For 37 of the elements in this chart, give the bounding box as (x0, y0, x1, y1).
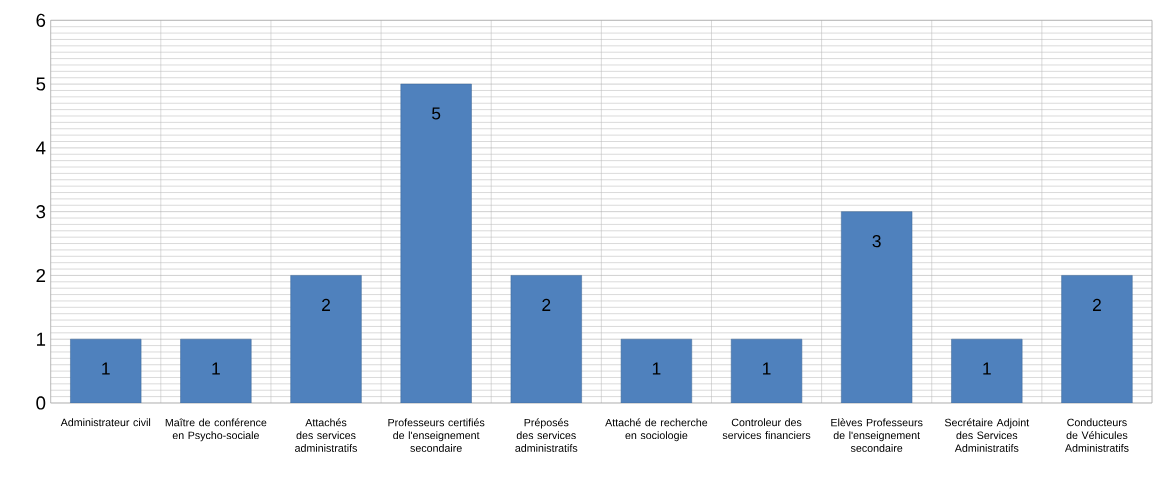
y-tick-label: 4 (36, 141, 46, 155)
data-label: 1 (212, 362, 220, 375)
data-label: 2 (1093, 298, 1101, 311)
data-label: 1 (102, 362, 110, 375)
bar (510, 275, 582, 403)
bar (180, 338, 252, 403)
y-tick-label: 3 (36, 205, 46, 219)
data-label: 5 (432, 107, 441, 120)
data-label: 1 (652, 362, 661, 375)
x-tick-label: Elèves Professeurs de l'enseignement secondaire (831, 418, 923, 452)
x-tick-label: Administrateur civil (60, 418, 151, 427)
x-tick-label: Attaché de recherche en sociologie (605, 418, 708, 442)
y-tick-label: 2 (36, 268, 46, 282)
bar (841, 211, 913, 403)
x-tick-label: Secrétaire Adjoint des Services Administratifs (944, 418, 1030, 452)
data-label: 1 (763, 362, 771, 375)
y-tick-label: 5 (36, 77, 46, 91)
data-label: 2 (322, 298, 330, 311)
x-tick-label: Controleur des services financiers (722, 418, 811, 439)
data-label: 2 (542, 298, 551, 311)
y-tick-label: 1 (37, 332, 46, 346)
y-tick-label: 6 (36, 13, 46, 27)
bar (400, 83, 472, 403)
bar (290, 275, 362, 403)
x-tick-label: Attachés des services administratifs (295, 418, 358, 452)
bar (1061, 275, 1133, 403)
x-tick-label: Professeurs certifiés de l'enseignement secondaire (388, 418, 485, 452)
x-tick-label: Préposés des services administratifs (515, 418, 578, 452)
bar (730, 338, 803, 403)
y-tick-label: 0 (36, 396, 46, 410)
bar (951, 338, 1023, 403)
bar (620, 338, 693, 403)
bar (70, 338, 142, 403)
x-tick-label: Conducteurs de Véhicules Administratifs (1064, 418, 1129, 452)
x-tick-label: Maître de conférence en Psycho-sociale (165, 418, 267, 442)
data-label: 1 (983, 362, 991, 375)
data-label: 3 (872, 235, 881, 248)
